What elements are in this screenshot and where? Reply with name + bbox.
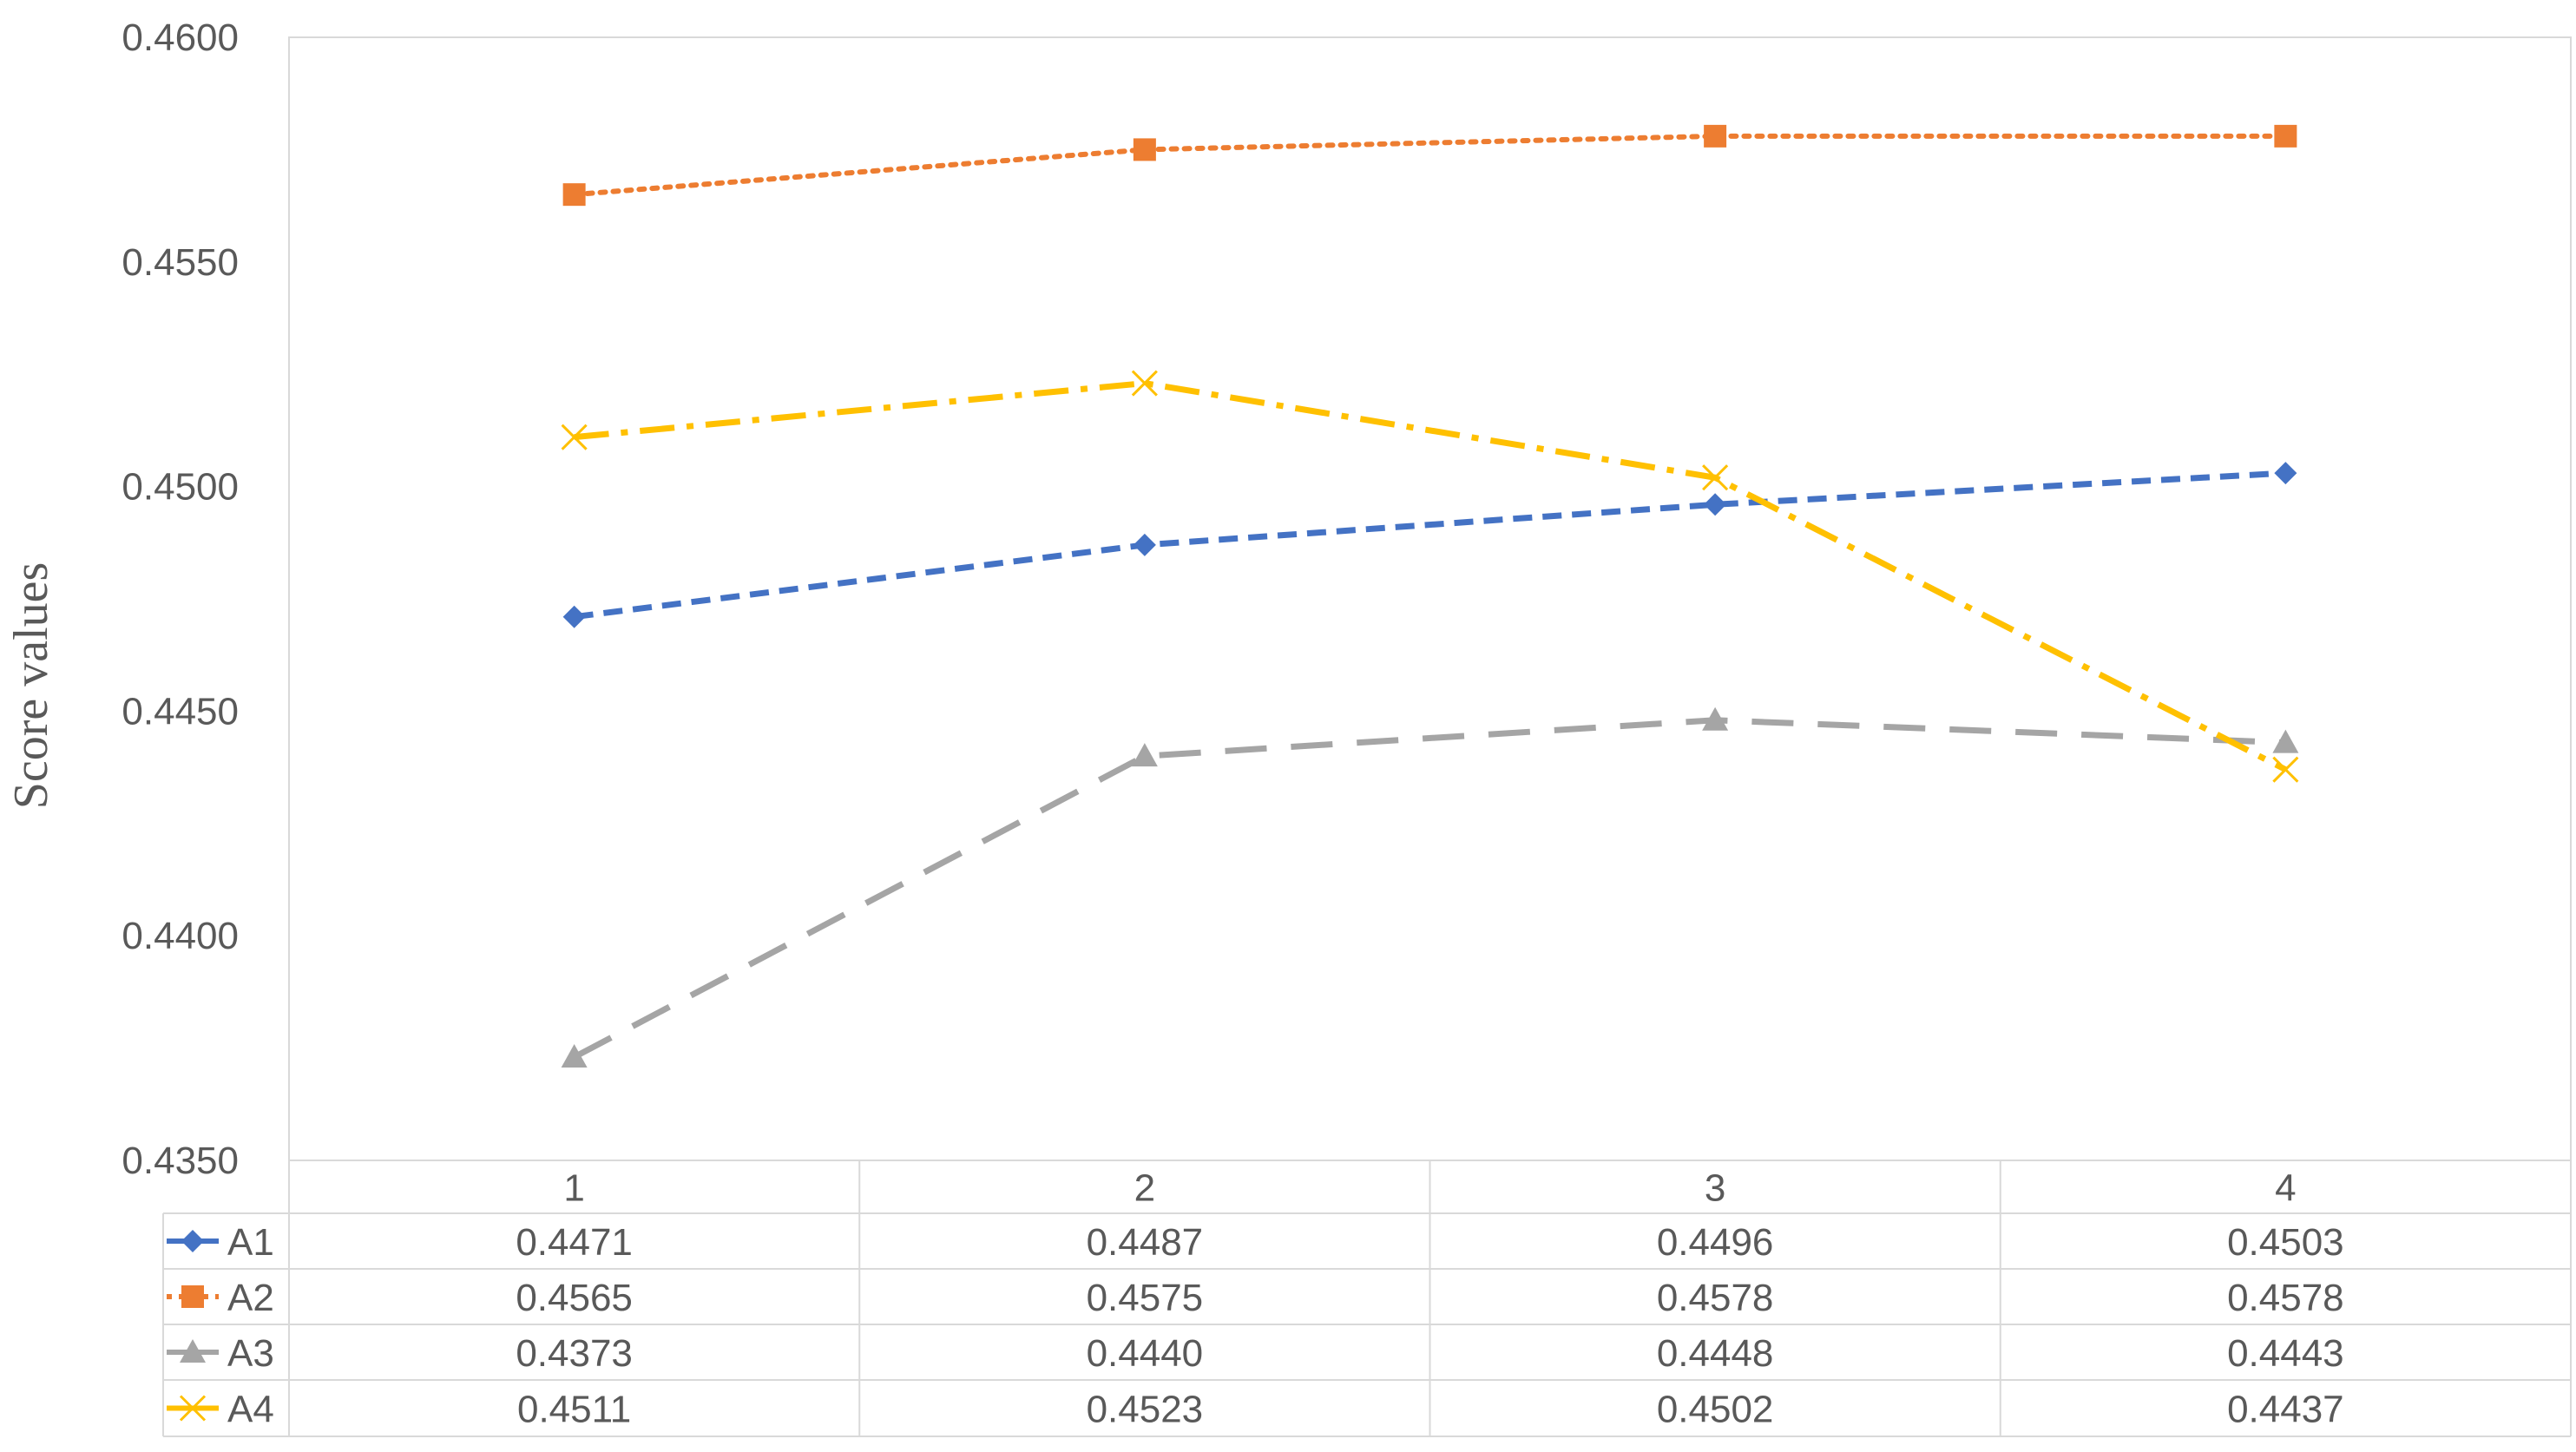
table-cell-value: 0.4502 xyxy=(1657,1389,1774,1431)
data-point xyxy=(2274,124,2297,148)
table-cell-value: 0.4575 xyxy=(1087,1277,1204,1319)
legend-label: A4 xyxy=(227,1389,274,1431)
series-a3 xyxy=(561,706,2299,1068)
data-point xyxy=(562,183,586,207)
legend-label: A2 xyxy=(227,1277,274,1319)
data-point xyxy=(1702,706,1729,731)
table-cell-value: 0.4471 xyxy=(516,1221,633,1264)
table-cell-value: 0.4373 xyxy=(516,1332,633,1375)
data-point xyxy=(1702,464,1729,491)
data-point xyxy=(1133,533,1156,556)
table-cell-value: 0.4496 xyxy=(1657,1221,1774,1264)
y-tick-label: 0.4350 xyxy=(122,1140,239,1182)
table-cell-value: 0.4578 xyxy=(1657,1277,1774,1319)
legend-label: A1 xyxy=(227,1221,274,1264)
series-line-a1 xyxy=(574,470,2286,621)
plot-area xyxy=(288,36,2572,1161)
x-tick-label: 4 xyxy=(2275,1167,2296,1210)
table-row: A3 0.4373 0.4440 0.4448 0.4443 xyxy=(167,1332,2344,1375)
data-point xyxy=(561,424,588,450)
data-point xyxy=(1131,370,1158,397)
plot-border xyxy=(288,36,2572,1161)
data-point xyxy=(562,605,586,628)
series-line-a3 xyxy=(572,717,2286,1061)
table-cell-value: 0.4437 xyxy=(2227,1389,2344,1431)
table-cell-value: 0.4523 xyxy=(1087,1389,1204,1431)
legend-key-marker xyxy=(181,1285,204,1308)
y-tick-label: 0.4550 xyxy=(122,241,239,284)
data-point xyxy=(1704,493,1727,516)
data-point xyxy=(1131,743,1158,767)
x-tick-label: 3 xyxy=(1705,1167,1725,1210)
series-a1 xyxy=(562,462,2297,628)
series-a4 xyxy=(561,370,2299,783)
series-a2 xyxy=(562,124,2297,207)
x-tick-label: 2 xyxy=(1134,1167,1155,1210)
table-cell-value: 0.4487 xyxy=(1087,1221,1204,1264)
data-point xyxy=(2274,462,2297,485)
series-line-a4 xyxy=(574,380,2287,772)
table-cell-value: 0.4578 xyxy=(2227,1277,2344,1319)
y-tick-label: 0.4600 xyxy=(122,16,239,59)
table-cell-value: 0.4443 xyxy=(2227,1332,2344,1375)
series-layer xyxy=(561,124,2299,1068)
table-row: A2 0.4565 0.4575 0.4578 0.4578 xyxy=(167,1277,2344,1319)
x-tick-label: 1 xyxy=(563,1167,584,1210)
y-tick-label: 0.4500 xyxy=(122,466,239,509)
table-row: A1 0.4471 0.4487 0.4496 0.4503 xyxy=(167,1221,2344,1264)
data-point xyxy=(1133,138,1156,161)
data-point xyxy=(561,1043,588,1068)
series-line-a2 xyxy=(571,133,2289,198)
legend-label: A3 xyxy=(227,1332,274,1375)
legend-key-marker xyxy=(181,1230,204,1252)
data-point xyxy=(2272,729,2299,753)
y-axis: 0.4350 0.4400 0.4450 0.4500 0.4550 0.4600 xyxy=(122,16,239,1182)
table-row: A4 0.4511 0.4523 0.4502 0.4437 xyxy=(167,1389,2344,1431)
y-tick-label: 0.4450 xyxy=(122,690,239,733)
table-cell-value: 0.4511 xyxy=(517,1389,631,1431)
y-tick-label: 0.4400 xyxy=(122,915,239,957)
table-cell-value: 0.4503 xyxy=(2227,1221,2344,1264)
table-cell-value: 0.4440 xyxy=(1087,1332,1204,1375)
legend-key-marker xyxy=(180,1339,206,1363)
table-cell-value: 0.4565 xyxy=(516,1277,633,1319)
legend-key-marker xyxy=(179,1395,207,1422)
data-table: 1 2 3 4 A1 0.4471 0.4487 0.4496 0.4503 A2 0.4565 0.… xyxy=(162,1160,2572,1437)
data-point xyxy=(2272,756,2299,783)
table-cell-value: 0.4448 xyxy=(1657,1332,1774,1375)
data-point xyxy=(1704,124,1727,148)
y-axis-label: Score values xyxy=(4,562,58,810)
